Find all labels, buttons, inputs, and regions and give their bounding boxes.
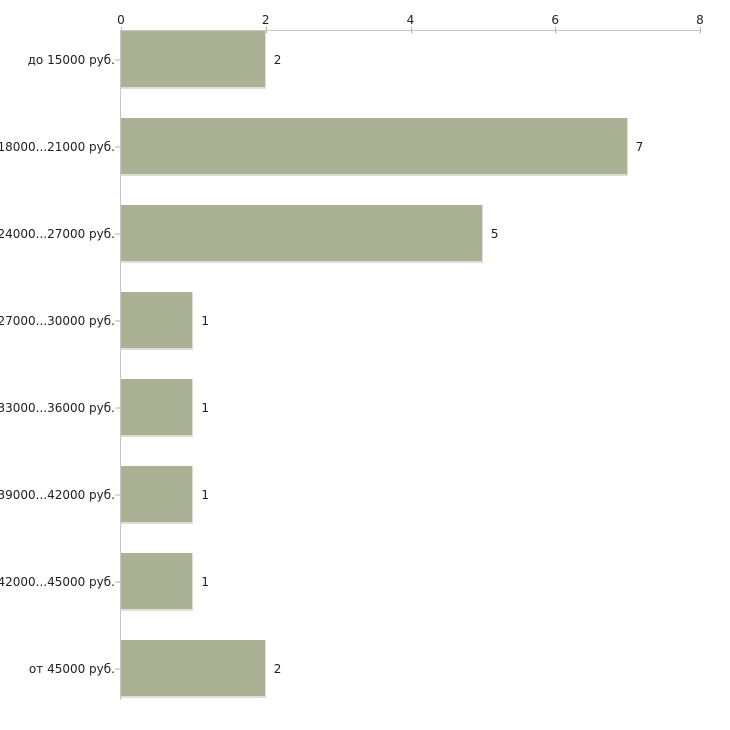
- y-axis-line: [120, 30, 121, 700]
- category-label: 39000...42000 руб.: [0, 488, 115, 502]
- bar-value-label: 1: [201, 575, 210, 589]
- bar: [121, 292, 194, 350]
- category-label: 33000...36000 руб.: [0, 401, 115, 415]
- bar: [121, 205, 483, 263]
- bar: [121, 640, 266, 698]
- bar-value-label: 1: [201, 401, 210, 415]
- category-label: 42000...45000 руб.: [0, 575, 115, 589]
- y-axis-tick-mark: [115, 59, 120, 61]
- x-axis-tick-label: 6: [551, 13, 560, 27]
- category-label: до 15000 руб.: [27, 53, 115, 67]
- y-axis-tick-mark: [115, 233, 120, 235]
- bar-value-label: 2: [273, 53, 282, 67]
- x-axis-tick-mark: [121, 27, 122, 33]
- x-axis-tick-mark: [555, 27, 557, 33]
- bar-value-label: 1: [201, 488, 210, 502]
- bar-value-label: 2: [273, 662, 282, 676]
- x-axis-tick-mark: [410, 27, 412, 33]
- bar-value-label: 1: [201, 314, 210, 328]
- y-axis-tick-mark: [115, 668, 120, 670]
- category-label: 18000...21000 руб.: [0, 140, 115, 154]
- x-axis-tick-mark: [700, 27, 701, 33]
- category-label: 27000...30000 руб.: [0, 314, 115, 328]
- bar-value-label: 5: [490, 227, 499, 241]
- y-axis-tick-mark: [115, 581, 120, 583]
- bar-value-label: 7: [635, 140, 644, 154]
- category-label: от 45000 руб.: [28, 662, 115, 676]
- bar: [121, 31, 266, 89]
- x-axis-tick-label: 8: [696, 13, 704, 27]
- bar: [121, 118, 628, 176]
- x-axis-tick-label: 2: [261, 13, 270, 27]
- bar: [121, 466, 194, 524]
- bar: [121, 553, 194, 611]
- category-label: 24000...27000 руб.: [0, 227, 115, 241]
- y-axis-tick-mark: [115, 320, 120, 322]
- x-axis-tick-label: 0: [117, 13, 125, 27]
- x-axis-tick-mark: [265, 27, 267, 33]
- y-axis-tick-mark: [115, 494, 120, 496]
- bar: [121, 379, 194, 437]
- x-axis-tick-label: 4: [406, 13, 415, 27]
- y-axis-tick-mark: [115, 407, 120, 409]
- y-axis-tick-mark: [115, 146, 120, 148]
